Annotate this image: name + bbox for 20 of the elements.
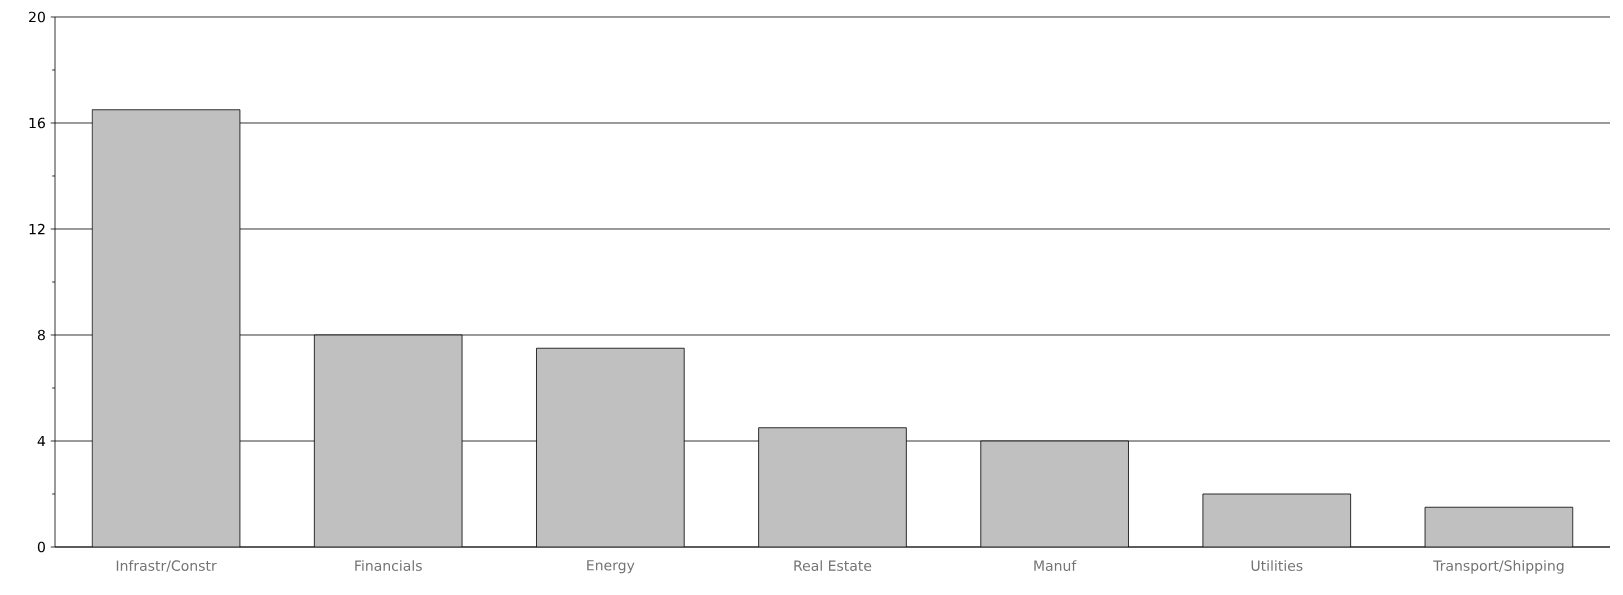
bar xyxy=(536,347,685,547)
x-tick-label: Utilities xyxy=(1251,560,1303,571)
y-tick-label: 0 xyxy=(37,541,45,553)
bar xyxy=(313,334,463,547)
bar xyxy=(1424,506,1574,547)
x-tick-label: Transport/Shipping xyxy=(1433,560,1564,574)
bar xyxy=(91,109,241,547)
x-tick-label: Financials xyxy=(355,560,422,571)
y-tick-label: 4 xyxy=(37,435,46,447)
x-tick-label: Real Estate xyxy=(794,560,872,571)
x-tick-label: Manuf xyxy=(1034,560,1077,571)
y-tick-label: 8 xyxy=(37,329,45,341)
y-tick-label: 16 xyxy=(29,117,45,129)
bar xyxy=(758,427,907,547)
bar xyxy=(1202,493,1352,547)
x-tick-label: Infrastr/Constr xyxy=(116,560,217,573)
x-tick-label: Energy xyxy=(587,560,635,574)
y-tick-label: 12 xyxy=(29,223,45,235)
y-tick-label: 20 xyxy=(29,11,45,23)
bar xyxy=(980,440,1129,547)
